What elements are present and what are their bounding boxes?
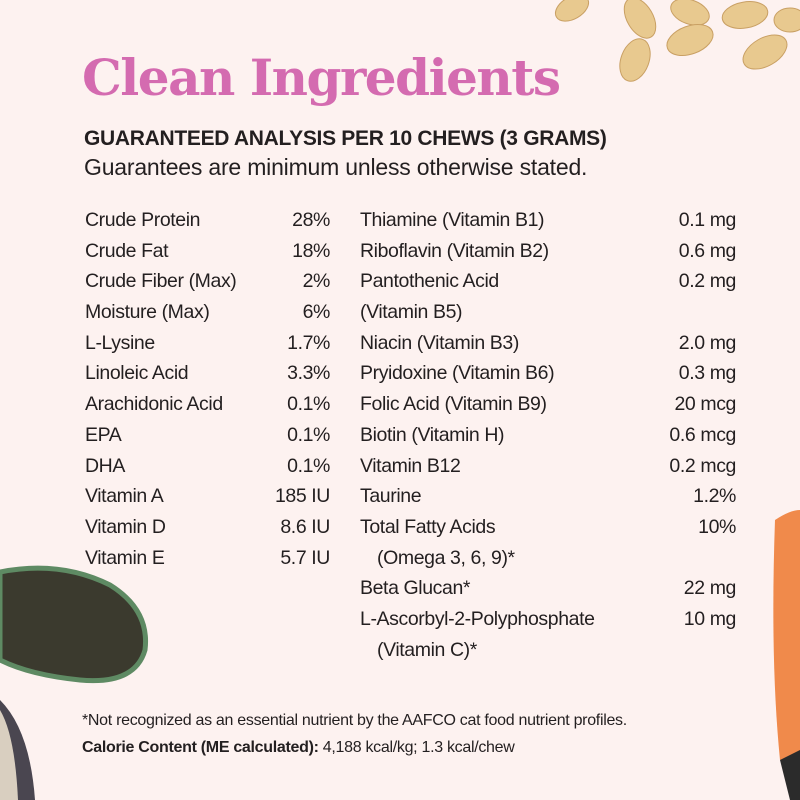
nutrient-value: 22 mg [683, 577, 737, 600]
nutrient-label: Crude Fiber (Max) [85, 270, 237, 293]
nutrient-row: Beta Glucan* 22 mg [360, 573, 736, 604]
nutrient-row: Folic Acid (Vitamin B9) 20 mcg [360, 389, 736, 420]
nutrient-label: Biotin (Vitamin H) [360, 423, 505, 446]
nutrient-value: 8.6 IU [280, 515, 330, 538]
nutrient-label: Crude Fat [85, 239, 169, 262]
nutrient-value: 6% [302, 301, 331, 324]
nutrient-row: Crude Protein 28% [85, 205, 330, 236]
nutrient-label: Pantothenic Acid [360, 270, 499, 293]
nutrient-value: 0.6 mg [678, 239, 737, 262]
calorie-value: 4,188 kcal/kg; 1.3 kcal/chew [318, 739, 515, 756]
nutrient-label: L-Lysine [85, 331, 155, 354]
analysis-heading: GUARANTEED ANALYSIS PER 10 CHEWS (3 GRAM… [84, 127, 607, 150]
nutrient-value: 2.0 mg [678, 331, 737, 354]
nutrient-row: Pantothenic Acid 0.2 mg [360, 266, 736, 297]
nutrient-row: Niacin (Vitamin B3) 2.0 mg [360, 328, 736, 359]
nutrient-label: Riboflavin (Vitamin B2) [360, 239, 549, 262]
nutrient-row: Crude Fat 18% [85, 236, 330, 267]
nutrient-value: 0.1% [287, 393, 330, 416]
nutrient-row: Linoleic Acid 3.3% [85, 358, 330, 389]
nutrient-row: Moisture (Max) 6% [85, 297, 330, 328]
nutrient-row: Arachidonic Acid 0.1% [85, 389, 330, 420]
nutrient-row: Taurine 1.2% [360, 481, 736, 512]
calorie-label: Calorie Content (ME calculated): [82, 739, 319, 756]
nutrient-row: Riboflavin (Vitamin B2) 0.6 mg [360, 236, 736, 267]
nutrient-label: Pryidoxine (Vitamin B6) [360, 362, 555, 385]
oat-flakes-image [554, 0, 800, 82]
nutrient-label: DHA [85, 454, 125, 477]
nutrient-label: Niacin (Vitamin B3) [360, 331, 519, 354]
nutrient-value: 28% [292, 209, 330, 231]
nutrient-row: Total Fatty Acids 10% [360, 512, 736, 543]
nutrient-label: L-Ascorbyl-2-Polyphosphate [360, 607, 595, 630]
nutrient-label: Arachidonic Acid [85, 393, 223, 416]
calorie-content: Calorie Content (ME calculated): 4,188 k… [82, 739, 515, 757]
nutrient-label: Thiamine (Vitamin B1) [360, 209, 545, 231]
nutrient-row: Thiamine (Vitamin B1) 0.1 mg [360, 205, 736, 236]
nutrient-value: 10% [698, 515, 736, 538]
nutrient-row: Vitamin B12 0.2 mcg [360, 451, 736, 482]
nutrient-row: DHA 0.1% [85, 451, 330, 482]
nutrient-row: Crude Fiber (Max) 2% [85, 266, 330, 297]
nutrient-value: 0.2 mcg [669, 454, 736, 477]
nutrient-row: L-Lysine 1.7% [85, 328, 330, 359]
nutrient-list-left: Crude Protein 28% Crude Fat 18% Crude Fiber … [85, 205, 330, 573]
nutrient-value: 0.6 mcg [669, 423, 736, 446]
analysis-note: Guarantees are minimum unless otherwise … [84, 154, 588, 180]
nutrient-value: 185 IU [274, 485, 330, 508]
nutrient-value: 0.1% [287, 454, 330, 477]
nutrient-label-continued: (Vitamin B5) [360, 301, 463, 324]
nutrient-value: 1.2% [693, 485, 736, 508]
footnote: *Not recognized as an essential nutrient… [82, 712, 627, 729]
nutrient-label: Vitamin D [85, 515, 166, 538]
nutrient-value: 0.1 mg [678, 209, 737, 231]
nutrient-value: 0.2 mg [678, 270, 737, 293]
nutrient-label-continued: (Vitamin C)* [377, 638, 477, 661]
nutrient-value: 0.3 mg [678, 362, 737, 385]
nutrient-value: 1.7% [287, 331, 330, 354]
page-title: Clean Ingredients [82, 48, 561, 107]
nutrient-label: Taurine [360, 485, 422, 508]
nutrient-row: EPA 0.1% [85, 420, 330, 451]
nutrient-row: Biotin (Vitamin H) 0.6 mcg [360, 420, 736, 451]
nutrient-value: 10 mg [683, 607, 737, 630]
nutrient-list-right: Thiamine (Vitamin B1) 0.1 mg Riboflavin (V… [360, 205, 736, 665]
nutrient-label-continued: (Omega 3, 6, 9)* [377, 546, 515, 569]
nutrient-value: 3.3% [287, 362, 330, 385]
mussel-image [0, 565, 149, 800]
nutrient-value: 18% [292, 239, 330, 262]
nutrient-value: 20 mcg [674, 393, 736, 416]
nutrient-label: Vitamin A [85, 485, 164, 508]
nutrient-label: Total Fatty Acids [360, 515, 496, 538]
nutrient-value: 0.1% [287, 423, 330, 446]
salmon-image [773, 510, 800, 800]
nutrient-label: Moisture (Max) [85, 301, 210, 324]
nutrient-label: Folic Acid (Vitamin B9) [360, 393, 547, 416]
nutrient-row: Vitamin A 185 IU [85, 481, 330, 512]
nutrient-label: Vitamin E [85, 546, 165, 569]
nutrient-label: Linoleic Acid [85, 362, 189, 385]
nutrient-row: L-Ascorbyl-2-Polyphosphate 10 mg [360, 604, 736, 635]
nutrient-label: Crude Protein [85, 209, 201, 231]
nutrient-row: Vitamin D 8.6 IU [85, 512, 330, 543]
nutrient-value: 2% [302, 270, 331, 293]
nutrient-row: Vitamin E 5.7 IU [85, 543, 330, 574]
nutrient-value: 5.7 IU [280, 546, 330, 569]
nutrient-label: Beta Glucan* [360, 577, 471, 600]
nutrient-row: Pryidoxine (Vitamin B6) 0.3 mg [360, 358, 736, 389]
nutrient-label: EPA [85, 423, 122, 446]
nutrient-label: Vitamin B12 [360, 454, 461, 477]
